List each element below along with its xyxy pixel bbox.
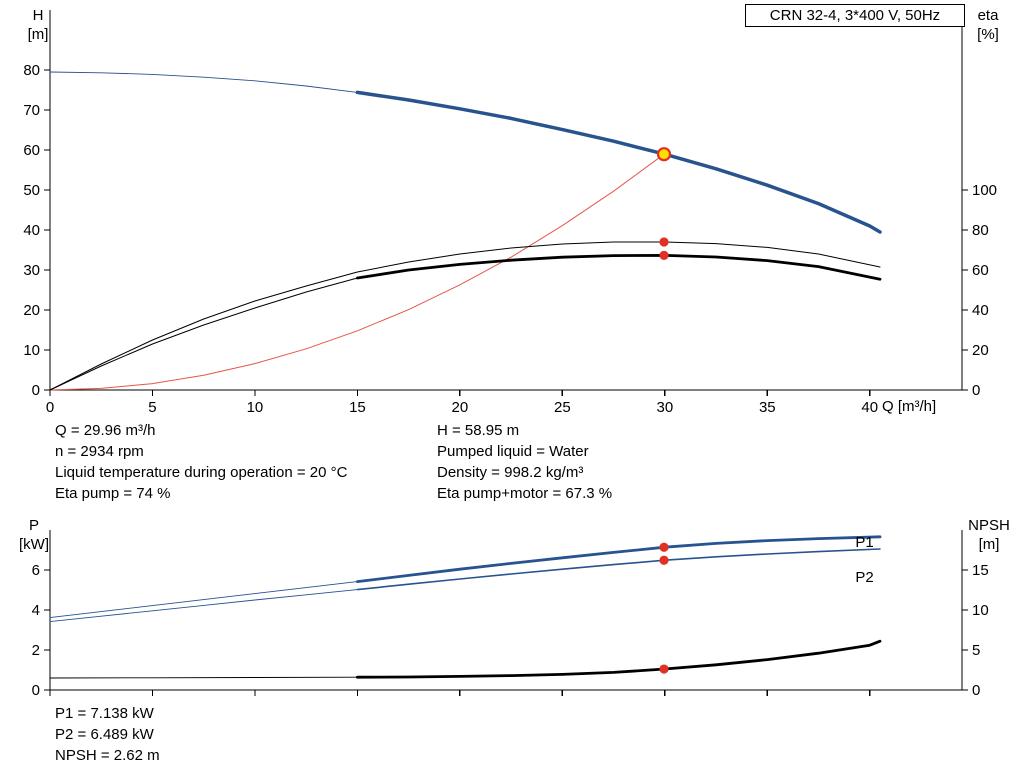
eta-axis-label-unit: [%]	[977, 26, 999, 43]
svg-text:15: 15	[349, 399, 366, 416]
svg-text:20: 20	[23, 302, 40, 319]
hq-eta-chart: 0 5 10 15 20 25 30 35 40 0 10 20 30 40 50 60 70 80 0 20 40 60…	[23, 10, 997, 416]
info-speed: n = 2934 rpm	[55, 443, 144, 460]
svg-text:30: 30	[656, 399, 673, 416]
svg-text:15: 15	[972, 562, 989, 579]
h-axis-label: H [m]	[14, 6, 62, 44]
svg-text:20: 20	[452, 399, 469, 416]
info-flow: Q = 29.96 m³/h	[55, 422, 156, 439]
npsh-axis-label: NPSH [m]	[960, 516, 1018, 554]
svg-text:40: 40	[23, 222, 40, 239]
svg-text:4: 4	[32, 602, 40, 619]
info-head: H = 58.95 m	[437, 422, 520, 439]
svg-text:70: 70	[23, 102, 40, 119]
svg-text:80: 80	[972, 222, 989, 239]
info-p2: P2 = 6.489 kW	[55, 726, 154, 743]
info-eta-pump-motor: Eta pump+motor = 67.3 %	[437, 485, 613, 502]
info-npsh: NPSH = 2.62 m	[55, 747, 160, 764]
info-eta-pump: Eta pump = 74 %	[55, 485, 171, 502]
eta-axis-label-symbol: eta	[977, 7, 999, 24]
svg-text:5: 5	[972, 642, 980, 659]
svg-text:40: 40	[972, 302, 989, 319]
svg-text:40: 40	[861, 399, 878, 416]
npsh-axis-label-unit: [m]	[978, 536, 1000, 553]
duty-info-right-column: H = 58.95 m Pumped liquid = Water Densit…	[437, 420, 977, 504]
chart-title-box: CRN 32-4, 3*400 V, 50Hz	[745, 4, 965, 27]
svg-text:2: 2	[32, 642, 40, 659]
svg-text:25: 25	[554, 399, 571, 416]
p-axis-label: P [kW]	[10, 516, 58, 554]
eta-axis-label: eta [%]	[963, 6, 1013, 44]
info-density: Density = 998.2 kg/m³	[437, 464, 584, 481]
svg-text:10: 10	[247, 399, 264, 416]
svg-text:0: 0	[46, 399, 54, 416]
p-axis-label-symbol: P	[28, 517, 39, 534]
svg-text:100: 100	[972, 182, 997, 199]
svg-text:60: 60	[972, 262, 989, 279]
svg-text:80: 80	[23, 62, 40, 79]
h-axis-label-symbol: H	[32, 7, 44, 24]
svg-text:20: 20	[972, 342, 989, 359]
q-axis-label: Q [m³/h]	[882, 398, 937, 415]
info-p1: P1 = 7.138 kW	[55, 705, 154, 722]
svg-text:P1: P1	[855, 534, 873, 551]
svg-text:30: 30	[23, 262, 40, 279]
svg-text:0: 0	[972, 682, 980, 699]
svg-text:10: 10	[972, 602, 989, 619]
svg-text:0: 0	[972, 382, 980, 399]
svg-text:35: 35	[759, 399, 776, 416]
svg-text:P2: P2	[855, 569, 873, 586]
duty-point-info: Q = 29.96 m³/h n = 2934 rpm Liquid tempe…	[55, 420, 977, 504]
svg-text:0: 0	[32, 682, 40, 699]
svg-text:10: 10	[23, 342, 40, 359]
duty-info-left-column: Q = 29.96 m³/h n = 2934 rpm Liquid tempe…	[55, 420, 437, 504]
h-axis-label-unit: [m]	[27, 26, 49, 43]
info-pumped-liquid: Pumped liquid = Water	[437, 443, 589, 460]
p-axis-label-unit: [kW]	[19, 536, 49, 553]
svg-text:60: 60	[23, 142, 40, 159]
svg-text:0: 0	[32, 382, 40, 399]
npsh-axis-label-symbol: NPSH	[968, 517, 1010, 534]
svg-text:50: 50	[23, 182, 40, 199]
svg-text:5: 5	[148, 399, 156, 416]
svg-text:6: 6	[32, 562, 40, 579]
info-liquid-temperature: Liquid temperature during operation = 20…	[55, 464, 348, 481]
power-npsh-chart: 0 2 4 6 0 5 10 15 P1 P2	[32, 530, 989, 699]
power-npsh-info: P1 = 7.138 kW P2 = 6.489 kW NPSH = 2.62 …	[55, 703, 160, 766]
